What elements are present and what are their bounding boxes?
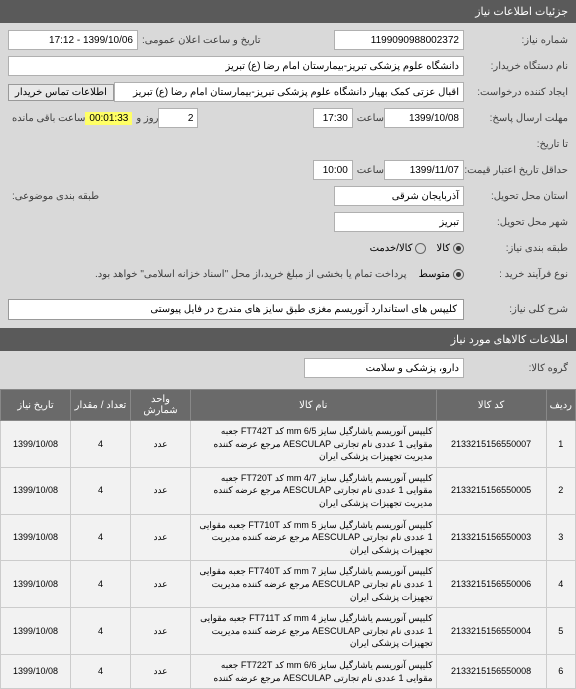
col-code: کد کالا bbox=[436, 390, 546, 421]
radio-dot-icon bbox=[453, 243, 464, 254]
creator-field: اقبال عزتی کمک بهیار دانشگاه علوم پزشکی … bbox=[114, 82, 464, 102]
radio-process-label: متوسط bbox=[419, 269, 450, 280]
radio-dot-icon bbox=[415, 243, 426, 254]
group-label: گروه کالا: bbox=[468, 363, 568, 374]
credit-date-field: 1399/11/07 bbox=[384, 160, 464, 180]
class-radio-group: کالا کالا/خدمت bbox=[370, 243, 464, 254]
table-row: 32133215156550003کلیپس آنوریسم یاشارگیل … bbox=[1, 514, 576, 561]
cell-code: 2133215156550004 bbox=[436, 608, 546, 655]
cell-code: 2133215156550006 bbox=[436, 561, 546, 608]
deadline-date-field: 1399/10/08 bbox=[384, 108, 464, 128]
province-field: آذربایجان شرقی bbox=[334, 186, 464, 206]
cell-date: 1399/10/08 bbox=[1, 561, 71, 608]
saat-label-1: ساعت bbox=[357, 113, 384, 124]
cell-unit: عدد bbox=[131, 654, 191, 688]
cell-date: 1399/10/08 bbox=[1, 608, 71, 655]
cell-qty: 4 bbox=[71, 421, 131, 468]
radio-khadamat[interactable]: کالا/خدمت bbox=[370, 243, 427, 254]
items-header: اطلاعات کالاهای مورد نیاز bbox=[0, 328, 576, 351]
cell-index: 5 bbox=[546, 608, 575, 655]
form-panel: شماره نیاز: 1199090988002372 تاریخ و ساع… bbox=[0, 23, 576, 295]
cell-index: 1 bbox=[546, 421, 575, 468]
cell-qty: 4 bbox=[71, 608, 131, 655]
cell-name: کلیپس آنوریسم یاشارگیل سایز mm 4/7 کد FT… bbox=[191, 467, 437, 514]
creator-label: ایجاد کننده درخواست: bbox=[468, 87, 568, 98]
remain-days-field: 2 bbox=[158, 108, 198, 128]
deadline-label: مهلت ارسال پاسخ: bbox=[468, 113, 568, 124]
cell-index: 6 bbox=[546, 654, 575, 688]
col-qty: تعداد / مقدار bbox=[71, 390, 131, 421]
cell-index: 2 bbox=[546, 467, 575, 514]
city-field: تبریز bbox=[334, 212, 464, 232]
cell-code: 2133215156550005 bbox=[436, 467, 546, 514]
radio-khadamat-label: کالا/خدمت bbox=[370, 243, 413, 254]
process-note: پرداخت تمام یا بخشی از مبلغ خرید،از محل … bbox=[95, 269, 407, 280]
cell-qty: 4 bbox=[71, 561, 131, 608]
rooz-label: روز و bbox=[136, 113, 158, 124]
cell-date: 1399/10/08 bbox=[1, 421, 71, 468]
table-row: 22133215156550005کلیپس آنوریسم یاشارگیل … bbox=[1, 467, 576, 514]
radio-dot-icon bbox=[453, 269, 464, 280]
province-label: استان محل تحویل: bbox=[468, 191, 568, 202]
need-no-field: 1199090988002372 bbox=[334, 30, 464, 50]
cell-unit: عدد bbox=[131, 467, 191, 514]
cell-name: کلیپس آنوریسم یاشارگیل سایز mm 5 کد FT71… bbox=[191, 514, 437, 561]
desc-field: کلیپس های استاندارد آنوریسم مغزی طبق سای… bbox=[8, 299, 464, 320]
page-title: جزئیات اطلاعات نیاز bbox=[0, 0, 576, 23]
radio-kala-label: کالا bbox=[436, 243, 450, 254]
cell-name: کلیپس آنوریسم یاشارگیل سایز mm 7 کد FT74… bbox=[191, 561, 437, 608]
cell-unit: عدد bbox=[131, 514, 191, 561]
cell-index: 3 bbox=[546, 514, 575, 561]
cell-index: 4 bbox=[546, 561, 575, 608]
process-radio-group: متوسط bbox=[419, 269, 464, 280]
process-label: نوع فرآیند خرید : bbox=[468, 269, 568, 280]
until-label: تا تاریخ: bbox=[468, 139, 568, 150]
cell-date: 1399/10/08 bbox=[1, 654, 71, 688]
credit-time-field: 10:00 bbox=[313, 160, 353, 180]
cell-unit: عدد bbox=[131, 421, 191, 468]
table-row: 12133215156550007کلیپس آنوریسم یاشارگیل … bbox=[1, 421, 576, 468]
cell-name: کلیپس آنوریسم یاشارگیل سایز mm 6/6 کد FT… bbox=[191, 654, 437, 688]
need-no-label: شماره نیاز: bbox=[468, 35, 568, 46]
city-label: شهر محل تحویل: bbox=[468, 217, 568, 228]
cell-date: 1399/10/08 bbox=[1, 514, 71, 561]
saat-label-2: ساعت bbox=[357, 165, 384, 176]
radio-kala[interactable]: کالا bbox=[436, 243, 464, 254]
items-table: ردیف کد کالا نام کالا واحد شمارش تعداد /… bbox=[0, 389, 576, 689]
buyer-name-field: دانشگاه علوم پزشکی تبریز-بیمارستان امام … bbox=[8, 56, 464, 76]
table-row: 62133215156550008کلیپس آنوریسم یاشارگیل … bbox=[1, 654, 576, 688]
also-label: طبقه بندی موضوعی: bbox=[12, 191, 99, 202]
table-row: 42133215156550006کلیپس آنوریسم یاشارگیل … bbox=[1, 561, 576, 608]
cell-qty: 4 bbox=[71, 514, 131, 561]
col-date: تاریخ نیاز bbox=[1, 390, 71, 421]
cell-unit: عدد bbox=[131, 561, 191, 608]
cell-name: کلیپس آنوریسم یاشارگیل سایز mm 4 کد FT71… bbox=[191, 608, 437, 655]
cell-code: 2133215156550003 bbox=[436, 514, 546, 561]
credit-label: حداقل تاریخ اعتبار قیمت: تا تاریخ bbox=[468, 165, 568, 176]
group-field: دارو، پزشکی و سلامت bbox=[304, 358, 464, 378]
remain-label: ساعت باقی مانده bbox=[12, 113, 85, 124]
announce-field: 1399/10/06 - 17:12 bbox=[8, 30, 138, 50]
buyer-name-label: نام دستگاه خریدار: bbox=[468, 61, 568, 72]
desc-label: شرح کلی نیاز: bbox=[468, 304, 568, 315]
cell-qty: 4 bbox=[71, 467, 131, 514]
contact-button[interactable]: اطلاعات تماس خریدار bbox=[8, 84, 114, 101]
countdown-timer: 00:01:33 bbox=[85, 112, 132, 125]
cell-code: 2133215156550007 bbox=[436, 421, 546, 468]
cell-date: 1399/10/08 bbox=[1, 467, 71, 514]
table-row: 52133215156550004کلیپس آنوریسم یاشارگیل … bbox=[1, 608, 576, 655]
announce-label: تاریخ و ساعت اعلان عمومی: bbox=[142, 35, 261, 46]
cell-name: کلیپس آنوریسم یاشارگیل سایز mm 6/5 کد FT… bbox=[191, 421, 437, 468]
col-unit: واحد شمارش bbox=[131, 390, 191, 421]
cell-unit: عدد bbox=[131, 608, 191, 655]
class-label: طبقه بندی نیاز: bbox=[468, 243, 568, 254]
cell-qty: 4 bbox=[71, 654, 131, 688]
table-header-row: ردیف کد کالا نام کالا واحد شمارش تعداد /… bbox=[1, 390, 576, 421]
col-name: نام کالا bbox=[191, 390, 437, 421]
col-index: ردیف bbox=[546, 390, 575, 421]
deadline-time-field: 17:30 bbox=[313, 108, 353, 128]
radio-process[interactable]: متوسط bbox=[419, 269, 464, 280]
cell-code: 2133215156550008 bbox=[436, 654, 546, 688]
